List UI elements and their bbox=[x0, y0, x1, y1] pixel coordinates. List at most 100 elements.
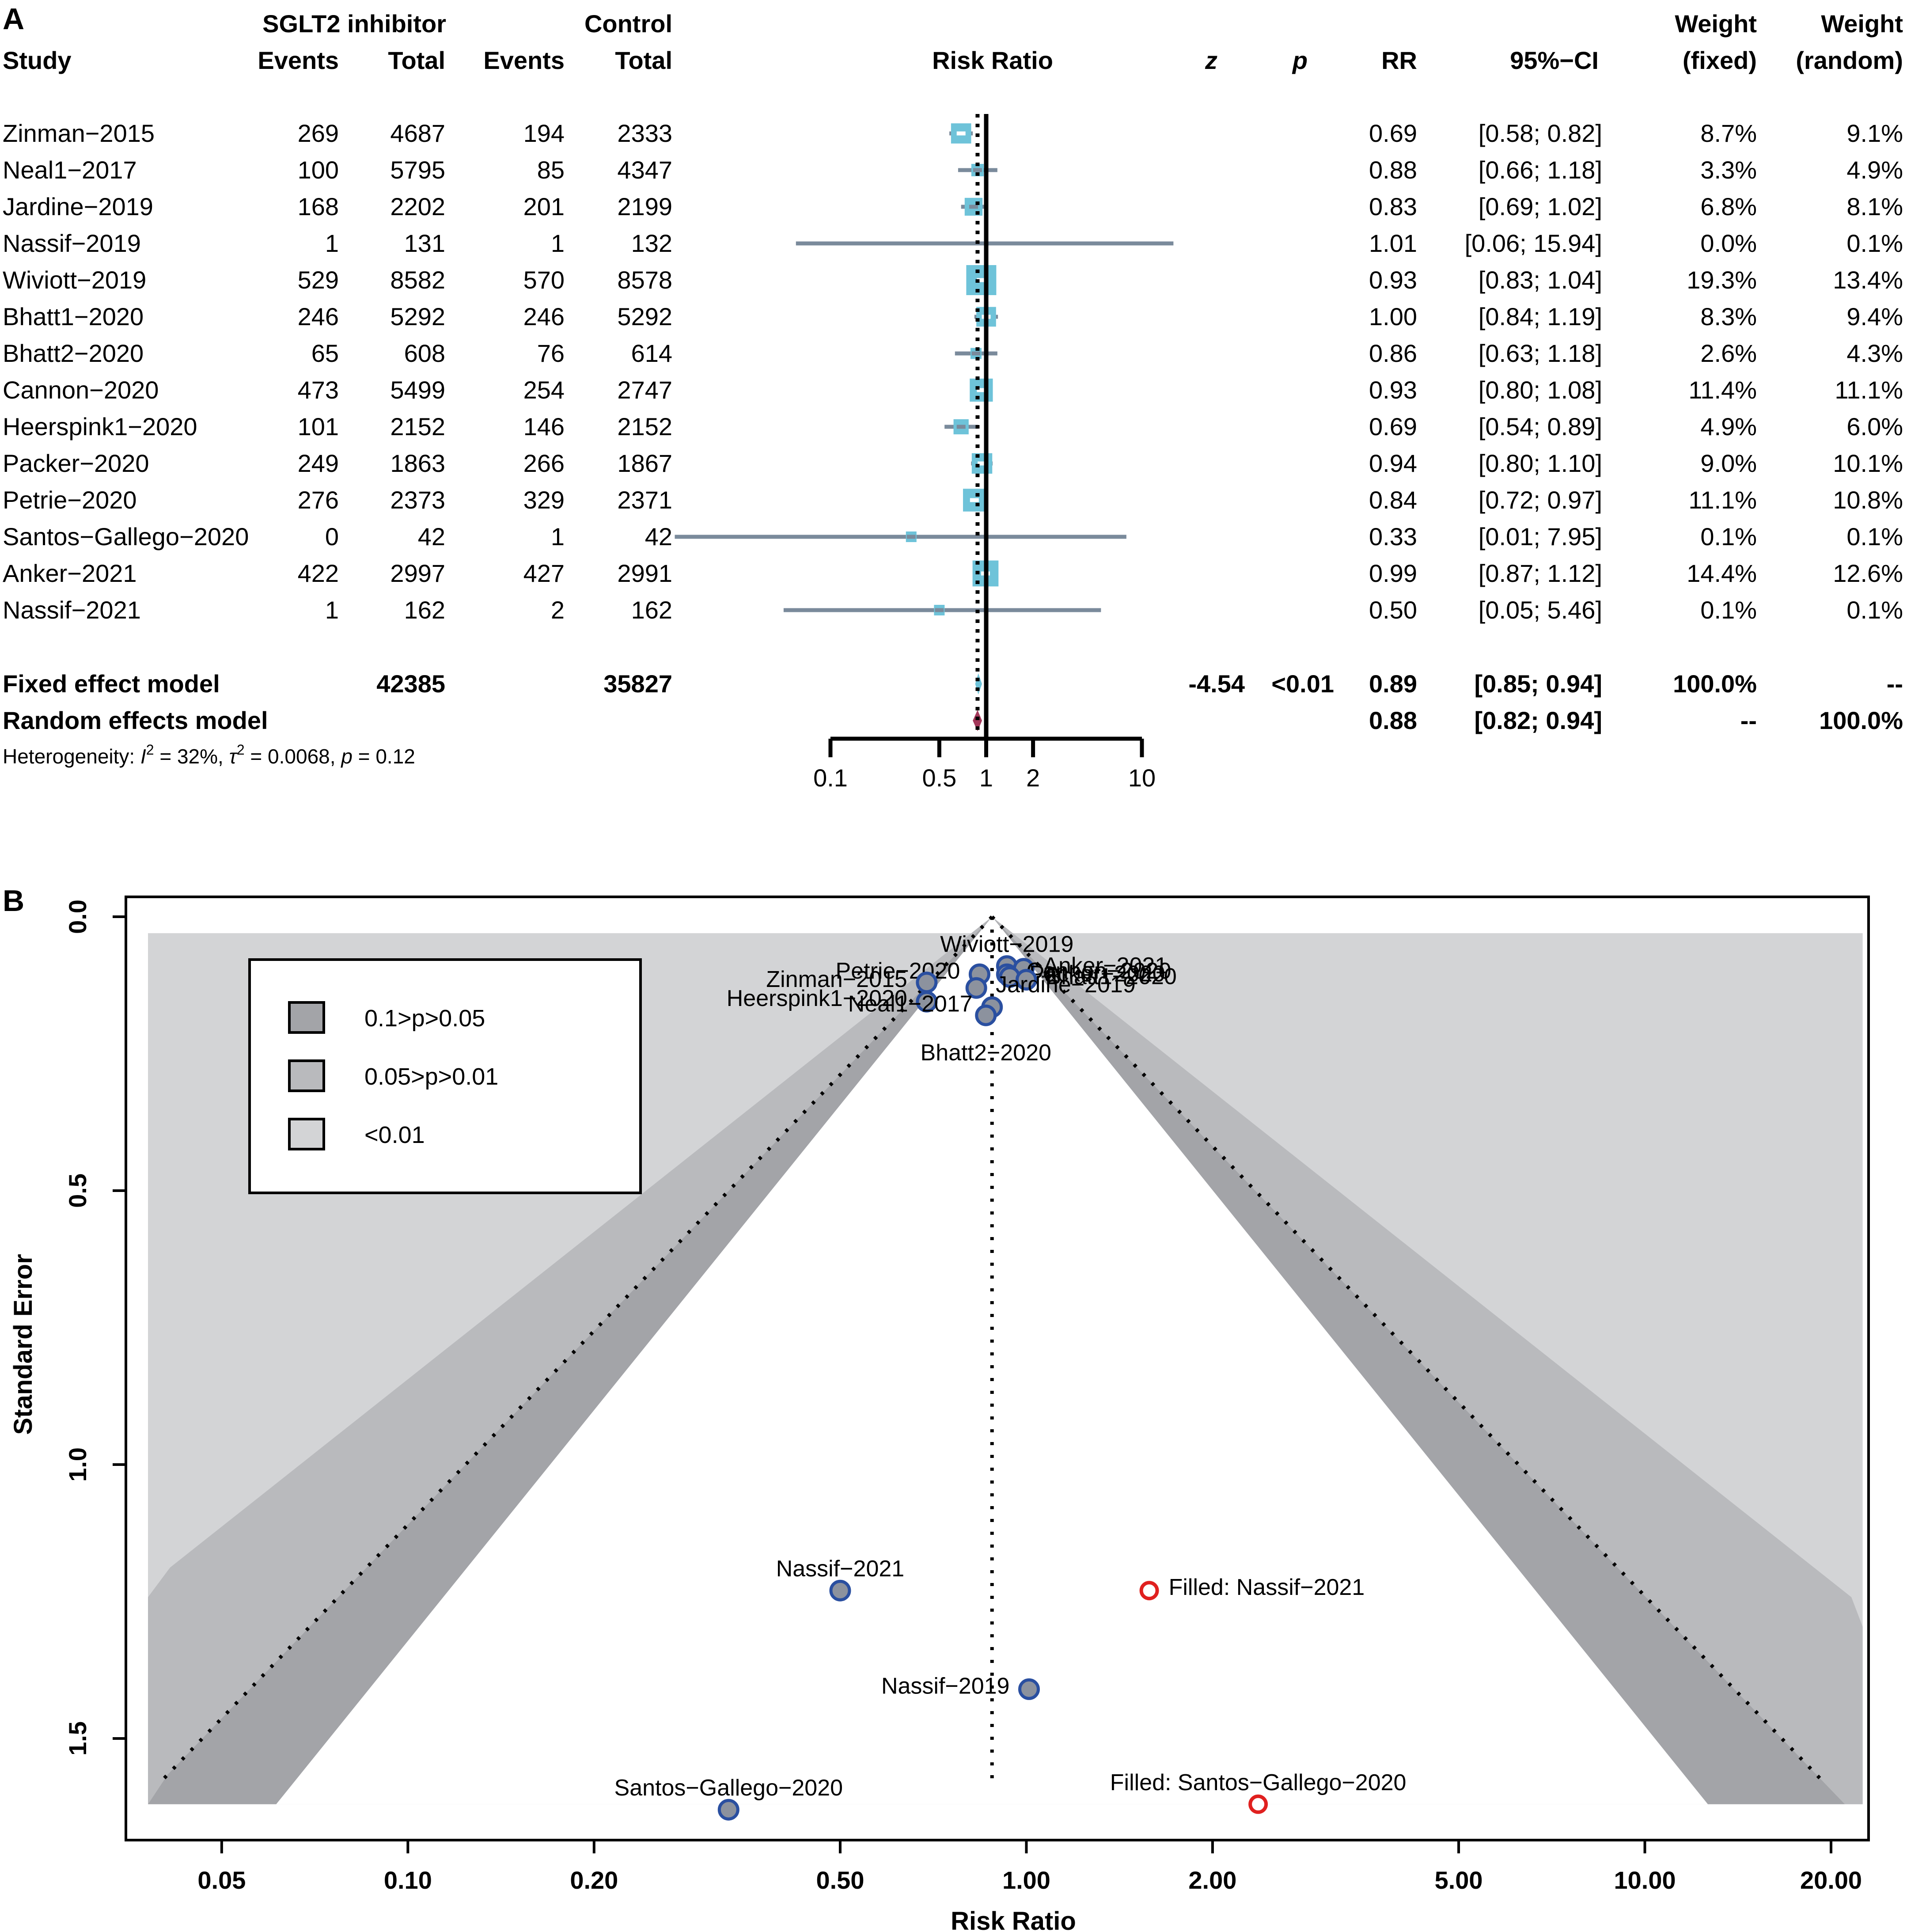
contour-band-0.05-0.01-right bbox=[992, 917, 1863, 1804]
fixed-weight-fixed: 100.0% bbox=[1673, 670, 1757, 698]
fixed-total-treatment: 42385 bbox=[376, 670, 445, 698]
forest-x-tick-label: 0.5 bbox=[922, 764, 956, 792]
header-p: p bbox=[1292, 46, 1308, 74]
header-random: (random) bbox=[1796, 46, 1903, 74]
total-control: 2199 bbox=[617, 193, 672, 220]
ci-value: [0.80; 1.10] bbox=[1479, 449, 1602, 477]
forest-row: Anker−2021 422 2997 427 2991 0.99 [0.87; 1.12]… bbox=[3, 559, 1903, 587]
funnel-x-tick-label: 10.00 bbox=[1614, 1866, 1676, 1894]
ci-value: [0.01; 7.95] bbox=[1479, 523, 1602, 550]
total-treatment: 42 bbox=[418, 523, 445, 550]
events-treatment: 422 bbox=[298, 559, 339, 587]
events-treatment: 473 bbox=[298, 376, 339, 404]
weight-random: 0.1% bbox=[1846, 596, 1903, 624]
total-control: 42 bbox=[645, 523, 672, 550]
weight-random: 9.4% bbox=[1846, 303, 1903, 330]
rr-value: 0.93 bbox=[1369, 266, 1417, 294]
funnel-point-label: Santos−Gallego−2020 bbox=[614, 1775, 843, 1801]
funnel-x-tick-label: 1.00 bbox=[1002, 1866, 1050, 1894]
events-control: 570 bbox=[523, 266, 565, 294]
weight-random: 0.1% bbox=[1846, 523, 1903, 550]
events-control: 427 bbox=[523, 559, 565, 587]
ci-value: [0.06; 15.94] bbox=[1465, 229, 1602, 257]
weight-random: 4.9% bbox=[1846, 156, 1903, 184]
header-events2: Events bbox=[483, 46, 565, 74]
events-control: 76 bbox=[537, 339, 565, 367]
ci-value: [0.05; 5.46] bbox=[1479, 596, 1602, 624]
heterogeneity-prefix: Heterogeneity: bbox=[3, 745, 140, 768]
header-group2: Control bbox=[584, 10, 672, 38]
funnel-study-point bbox=[1018, 1678, 1040, 1700]
contour-band-0.1-0.05-left bbox=[148, 917, 992, 1804]
total-control: 614 bbox=[631, 339, 672, 367]
legend-box bbox=[248, 958, 642, 1194]
rr-value: 0.33 bbox=[1369, 523, 1417, 550]
events-control: 246 bbox=[523, 303, 565, 330]
random-effects-diamond bbox=[973, 710, 982, 731]
ci-value: [0.63; 1.18] bbox=[1479, 339, 1602, 367]
weight-random: 12.6% bbox=[1833, 559, 1903, 587]
study-name: Cannon−2020 bbox=[3, 376, 159, 404]
funnel-filled-point bbox=[1139, 1581, 1159, 1601]
events-control: 146 bbox=[523, 413, 565, 440]
funnel-dotted-left bbox=[159, 915, 993, 1784]
random-ci: [0.82; 0.94] bbox=[1475, 706, 1603, 734]
total-treatment: 1863 bbox=[390, 449, 445, 477]
funnel-plot-panel: B 0.0 0.5 1.0 1.5 0.05 0.10 0.20 0.50 1.00 2.00 5.… bbox=[3, 884, 1870, 1932]
weight-fixed: 11.4% bbox=[1688, 376, 1757, 404]
legend-label: 0.1>p>0.05 bbox=[364, 1005, 485, 1032]
forest-row: Bhatt1−2020 246 5292 246 5292 1.00 [0.84; 1.19… bbox=[3, 303, 1903, 330]
weight-random: 0.1% bbox=[1846, 229, 1903, 257]
weight-fixed: 8.3% bbox=[1700, 303, 1757, 330]
forest-row: Heerspink1−2020 101 2152 146 2152 0.69 [0.54; … bbox=[3, 413, 1903, 440]
total-treatment: 5795 bbox=[390, 156, 445, 184]
funnel-point-label: Packer−2020 bbox=[1029, 961, 1165, 987]
total-treatment: 162 bbox=[404, 596, 445, 624]
events-treatment: 529 bbox=[298, 266, 339, 294]
funnel-filled-point bbox=[1248, 1794, 1268, 1814]
funnel-x-tick-label: 0.50 bbox=[816, 1866, 864, 1894]
funnel-plot-area: 0.0 0.5 1.0 1.5 0.05 0.10 0.20 0.50 1.00 2.00 5.00… bbox=[64, 896, 1870, 1894]
funnel-point-label: Bhatt1−2020 bbox=[1046, 964, 1176, 990]
study-name: Nassif−2021 bbox=[3, 596, 141, 624]
funnel-point-label: Nassif−2019 bbox=[881, 1673, 1010, 1699]
events-treatment: 168 bbox=[298, 193, 339, 220]
weight-random: 10.1% bbox=[1833, 449, 1903, 477]
header-study: Study bbox=[3, 46, 72, 74]
total-treatment: 4687 bbox=[390, 119, 445, 147]
ci-value: [0.72; 0.97] bbox=[1479, 486, 1602, 514]
events-treatment: 100 bbox=[298, 156, 339, 184]
total-control: 8578 bbox=[617, 266, 672, 294]
funnel-study-point bbox=[717, 1799, 739, 1821]
rr-value: 0.88 bbox=[1369, 156, 1417, 184]
events-treatment: 65 bbox=[311, 339, 339, 367]
funnel-x-tick-label: 2.00 bbox=[1188, 1866, 1236, 1894]
rr-value: 0.84 bbox=[1369, 486, 1417, 514]
total-control: 2333 bbox=[617, 119, 672, 147]
funnel-point-label: Bhatt2−2020 bbox=[921, 1040, 1051, 1066]
study-name: Zinman−2015 bbox=[3, 119, 155, 147]
weight-fixed: 0.1% bbox=[1700, 523, 1757, 550]
funnel-point-label: Filled: Nassif−2021 bbox=[1169, 1575, 1365, 1600]
header-rr: RR bbox=[1381, 46, 1417, 74]
funnel-point-label: Cannon−2020 bbox=[1026, 958, 1171, 984]
weight-random: 11.1% bbox=[1835, 376, 1903, 404]
total-treatment: 5292 bbox=[390, 303, 445, 330]
study-name: Bhatt1−2020 bbox=[3, 303, 144, 330]
weight-fixed: 3.3% bbox=[1700, 156, 1757, 184]
forest-plot-area: 0.1 0.5 1 2 10 bbox=[675, 114, 1174, 792]
total-treatment: 2202 bbox=[390, 193, 445, 220]
funnel-x-tick-label: 0.10 bbox=[384, 1866, 432, 1894]
random-effects-row: Random effects model 0.88 [0.82; 0.94] -- 10… bbox=[3, 706, 1903, 734]
funnel-study-point bbox=[975, 1004, 997, 1026]
funnel-x-tick-label: 20.00 bbox=[1800, 1866, 1862, 1894]
funnel-frame bbox=[125, 896, 1870, 1841]
panel-label-a: A bbox=[3, 2, 24, 36]
weight-fixed: 14.4% bbox=[1687, 559, 1757, 587]
funnel-xlabel: Risk Ratio bbox=[951, 1907, 1076, 1932]
funnel-x-tick-label: 0.05 bbox=[197, 1866, 246, 1894]
forest-row: Jardine−2019 168 2202 201 2199 0.83 [0.69; 1.0… bbox=[3, 193, 1903, 220]
total-control: 5292 bbox=[617, 303, 672, 330]
events-treatment: 0 bbox=[325, 523, 339, 550]
funnel-point-label: Wiviott−2019 bbox=[940, 932, 1073, 957]
